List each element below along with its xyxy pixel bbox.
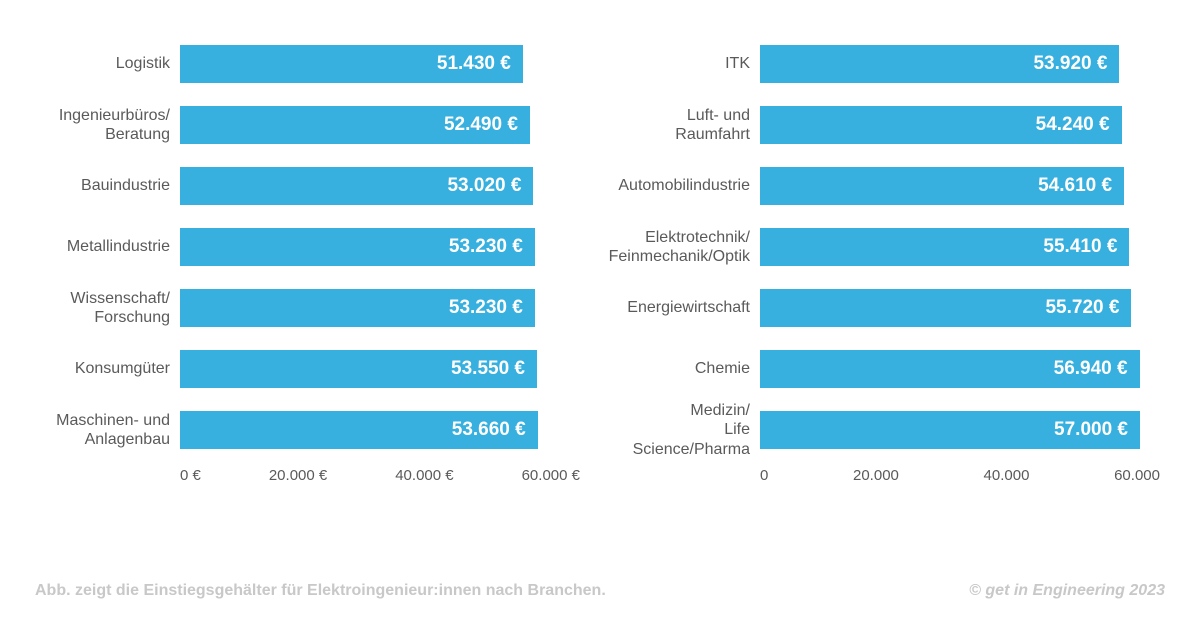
bar-row: Bauindustrie53.020 € [180, 162, 580, 210]
axis-tick: 40.000 € [395, 467, 453, 484]
axis-tick: 60.000 [1114, 467, 1160, 484]
bar-row: Luft- und Raumfahrt54.240 € [760, 101, 1160, 149]
bar-value-label: 53.550 € [451, 358, 525, 380]
bar: 56.940 € [760, 350, 1140, 388]
bar-value-label: 56.940 € [1054, 358, 1128, 380]
bar-row: Chemie56.940 € [760, 345, 1160, 393]
bar: 53.550 € [180, 350, 537, 388]
x-axis-right: 0 20.000 40.000 60.000 [760, 467, 1160, 484]
bar: 54.610 € [760, 167, 1124, 205]
bar: 55.720 € [760, 289, 1131, 327]
bar: 53.920 € [760, 45, 1119, 83]
chart-caption: Abb. zeigt die Einstiegsgehälter für Ele… [35, 582, 606, 600]
chart-container: Logistik51.430 €Ingenieurbüros/Beratung5… [0, 0, 1200, 484]
bar: 53.230 € [180, 228, 535, 266]
bar: 52.490 € [180, 106, 530, 144]
bar-row: Energiewirtschaft55.720 € [760, 284, 1160, 332]
bar-value-label: 57.000 € [1054, 419, 1128, 441]
bar-row: Ingenieurbüros/Beratung52.490 € [180, 101, 580, 149]
chart-panel-right: ITK53.920 €Luft- und Raumfahrt54.240 €Au… [610, 40, 1170, 484]
bar-category-label: Bauindustrie [30, 162, 180, 210]
bar-category-label: Ingenieurbüros/Beratung [30, 101, 180, 149]
chart-credit: © get in Engineering 2023 [969, 582, 1165, 600]
bar-row: Metallindustrie53.230 € [180, 223, 580, 271]
bar-value-label: 53.020 € [447, 175, 521, 197]
bar-value-label: 55.410 € [1043, 236, 1117, 258]
bar-category-label: Automobilindustrie [610, 162, 760, 210]
bar-row: Logistik51.430 € [180, 40, 580, 88]
bar-value-label: 52.490 € [444, 114, 518, 136]
axis-tick: 0 € [180, 467, 201, 484]
bar: 53.230 € [180, 289, 535, 327]
bar-category-label: Chemie [610, 345, 760, 393]
axis-tick: 40.000 [984, 467, 1030, 484]
bar-category-label: Luft- und Raumfahrt [610, 101, 760, 149]
bar-category-label: Energiewirtschaft [610, 284, 760, 332]
bar-row: Konsumgüter53.550 € [180, 345, 580, 393]
bar-row: ITK53.920 € [760, 40, 1160, 88]
axis-tick: 0 [760, 467, 768, 484]
x-axis-left: 0 € 20.000 € 40.000 € 60.000 € [180, 467, 580, 484]
bar-value-label: 51.430 € [437, 53, 511, 75]
bar-value-label: 53.660 € [452, 419, 526, 441]
axis-tick: 60.000 € [522, 467, 580, 484]
bar-row: Automobilindustrie54.610 € [760, 162, 1160, 210]
bar: 55.410 € [760, 228, 1129, 266]
bar-row: Wissenschaft/Forschung53.230 € [180, 284, 580, 332]
bar-value-label: 55.720 € [1045, 297, 1119, 319]
axis-tick: 20.000 € [269, 467, 327, 484]
bar-value-label: 54.610 € [1038, 175, 1112, 197]
bar-value-label: 54.240 € [1036, 114, 1110, 136]
bar-category-label: Maschinen- undAnlagenbau [30, 406, 180, 454]
bar-category-label: Wissenschaft/Forschung [30, 284, 180, 332]
axis-tick: 20.000 [853, 467, 899, 484]
bar-value-label: 53.230 € [449, 236, 523, 258]
bar: 51.430 € [180, 45, 523, 83]
bar-category-label: Konsumgüter [30, 345, 180, 393]
chart-panel-left: Logistik51.430 €Ingenieurbüros/Beratung5… [30, 40, 590, 484]
bar-row: Elektrotechnik/Feinmechanik/Optik55.410 … [760, 223, 1160, 271]
bar-category-label: ITK [610, 40, 760, 88]
bar-category-label: Medizin/Life Science/Pharma [610, 406, 760, 454]
bar-category-label: Elektrotechnik/Feinmechanik/Optik [610, 223, 760, 271]
bar: 53.660 € [180, 411, 538, 449]
bar: 53.020 € [180, 167, 533, 205]
bar: 54.240 € [760, 106, 1122, 144]
bar-value-label: 53.920 € [1033, 53, 1107, 75]
bar-category-label: Logistik [30, 40, 180, 88]
bar-category-label: Metallindustrie [30, 223, 180, 271]
bar-row: Maschinen- undAnlagenbau53.660 € [180, 406, 580, 454]
bar-row: Medizin/Life Science/Pharma57.000 € [760, 406, 1160, 454]
chart-footer: Abb. zeigt die Einstiegsgehälter für Ele… [35, 582, 1165, 600]
bar-value-label: 53.230 € [449, 297, 523, 319]
bar: 57.000 € [760, 411, 1140, 449]
